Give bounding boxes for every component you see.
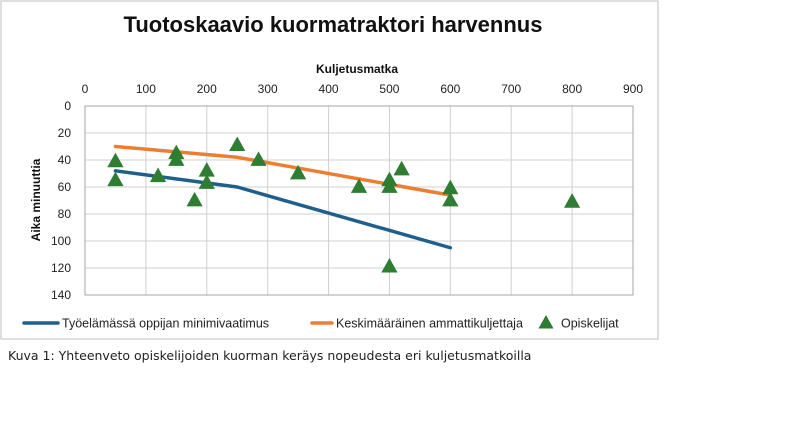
y-tick-label: 140 [51,288,71,302]
data-point-triangle [229,136,246,152]
legend-triangle-marker [538,314,554,329]
legend-label: Opiskelijat [561,317,619,331]
data-point-triangle [107,152,124,168]
series-layer [107,136,581,273]
series-line-2 [113,144,453,197]
x-tick-label: 100 [136,82,156,96]
x-tick-label: 200 [197,82,217,96]
x-axis-title: Kuljetusmatka [316,62,398,76]
data-point-triangle [442,179,459,195]
x-tick-label: 400 [319,82,339,96]
data-point-triangle [107,171,124,187]
data-point-triangle [289,164,307,180]
data-point-triangle [149,167,167,183]
x-tick-label: 300 [258,82,278,96]
plot-border [84,105,634,296]
legend: Työelämässä oppijan minimivaatimus Keskim… [22,314,619,331]
data-point-triangle [186,191,203,207]
data-point-triangle [350,178,368,193]
data-point-triangle [393,160,410,176]
chart-title: Tuotoskaavio kuormatraktori harvennus [124,12,543,37]
x-tick-label: 0 [82,82,89,96]
y-tick-label: 20 [58,126,72,140]
figure-caption: Kuva 1: Yhteenveto opiskelijoiden kuorma… [8,348,532,363]
y-tick-label: 120 [51,261,71,275]
y-tick-labels: 0 20 40 60 80 100 120 140 [51,99,71,302]
data-point-triangle [198,162,215,177]
data-point-triangle [250,151,267,166]
x-tick-label: 500 [379,82,399,96]
x-tick-labels: 0 100 200 300 400 500 600 700 800 900 [82,82,644,96]
legend-label: Työelämässä oppijan minimivaatimus [62,317,269,331]
legend-label: Keskimääräinen ammattikuljettaja [336,317,523,331]
y-tick-label: 0 [64,99,71,113]
y-tick-label: 100 [51,234,71,248]
y-tick-label: 80 [58,207,72,221]
data-point-triangle [198,174,215,189]
data-point-triangle [381,257,398,273]
data-point-triangle [442,191,459,207]
x-tick-label: 900 [623,82,643,96]
x-tick-label: 700 [501,82,521,96]
x-tick-label: 800 [562,82,582,96]
y-axis-title: Aika minuuttia [29,158,43,241]
x-tick-label: 600 [440,82,460,96]
y-tick-label: 40 [58,153,72,167]
y-tick-label: 60 [58,180,72,194]
data-point-triangle [168,151,185,166]
data-point-triangle [563,193,581,208]
data-point-triangle [381,178,398,193]
chart-frame [0,0,659,340]
